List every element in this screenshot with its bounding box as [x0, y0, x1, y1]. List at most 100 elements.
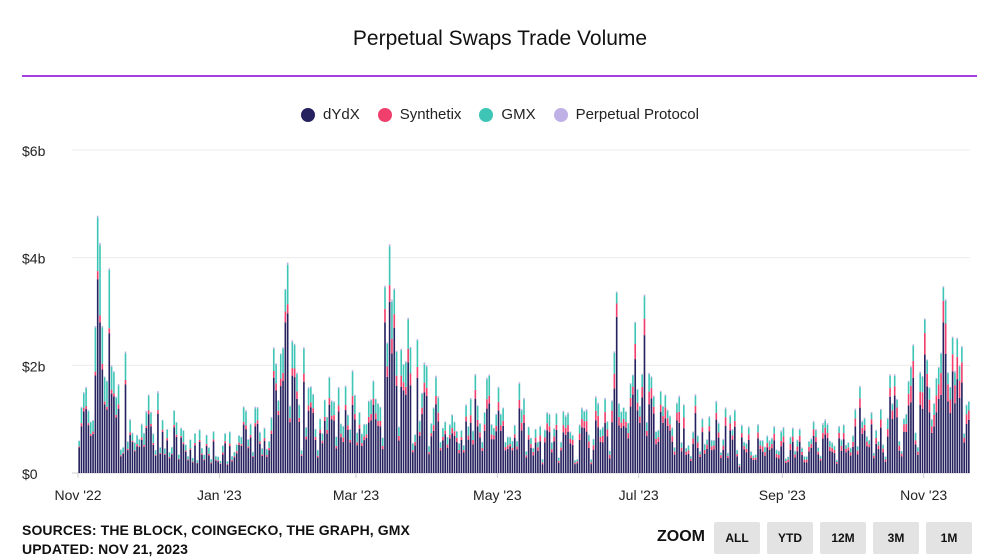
bar-segment: [358, 412, 361, 425]
bar-segment: [296, 391, 298, 399]
bar-segment: [678, 395, 681, 398]
bar-segment: [171, 453, 173, 455]
bar-segment: [476, 405, 479, 407]
bar-segment: [835, 463, 838, 473]
bar-segment: [140, 424, 143, 438]
bar-segment: [300, 455, 303, 473]
bar-segment: [460, 430, 463, 431]
bar-segment: [330, 401, 333, 416]
bar-segment: [326, 417, 328, 430]
bar-segment: [395, 375, 398, 386]
bar-segment: [935, 412, 938, 473]
bar-segment: [963, 437, 966, 443]
bar-segment: [581, 409, 583, 419]
bar-segment: [588, 447, 590, 473]
bar-segment: [692, 438, 694, 444]
zoom-1m-button[interactable]: 1M: [926, 522, 972, 554]
bar-segment: [666, 411, 669, 419]
bar-segment: [409, 346, 412, 348]
bar-segment: [113, 372, 115, 394]
bar-segment: [198, 441, 201, 473]
bar-segment: [951, 354, 954, 372]
bar-segment: [907, 380, 910, 382]
bar-segment: [328, 404, 331, 473]
bar-segment: [965, 404, 968, 406]
bar-segment: [282, 348, 284, 373]
bar-segment: [266, 448, 268, 450]
bar-segment: [840, 440, 843, 446]
bar-segment: [789, 449, 792, 473]
bar-segment: [266, 449, 268, 456]
bar-segment: [937, 384, 940, 400]
zoom-all-button[interactable]: ALL: [714, 522, 760, 554]
bar-segment: [949, 386, 952, 388]
legend-item-gmx[interactable]: GMX: [479, 106, 536, 123]
bar-segment: [219, 463, 222, 464]
bar-segment: [240, 437, 243, 445]
bar-segment: [597, 427, 599, 473]
bar-segment: [384, 287, 386, 309]
legend-item-synthetix[interactable]: Synthetix: [377, 106, 461, 123]
bar-segment: [782, 428, 785, 437]
zoom-3m-button[interactable]: 3M: [873, 522, 919, 554]
bar-segment: [293, 345, 296, 369]
bar-segment: [539, 426, 542, 436]
bar-segment: [103, 404, 106, 473]
bar-segment: [905, 432, 908, 473]
bar-segment: [377, 404, 379, 422]
bar-segment: [829, 441, 831, 447]
bar-segment: [530, 437, 532, 439]
bar-segment: [611, 422, 613, 473]
bar-segment: [402, 363, 405, 365]
bar-segment: [235, 444, 238, 452]
bar-segment: [249, 424, 252, 436]
bar-segment: [506, 448, 509, 473]
bar-segment: [316, 455, 319, 458]
bar-segment: [757, 432, 759, 439]
bar-segment: [268, 441, 270, 442]
bar-segment: [805, 459, 808, 463]
bar-segment: [564, 427, 567, 435]
bar-segment: [215, 459, 217, 461]
bar-segment: [727, 455, 729, 458]
bar-segment: [791, 428, 794, 437]
bar-segment: [523, 397, 525, 400]
bar-segment: [425, 365, 428, 367]
bar-segment: [168, 458, 171, 473]
bar-segment: [182, 444, 185, 473]
bar-segment: [724, 408, 727, 418]
bar-segment: [754, 459, 757, 473]
bar-segment: [122, 453, 124, 473]
bar-segment: [335, 437, 338, 447]
bar-segment: [94, 371, 97, 376]
bar-segment: [321, 433, 324, 434]
legend-item-dydx[interactable]: dYdX: [301, 106, 360, 123]
legend-label-perpetual-protocol: Perpetual Protocol: [575, 106, 699, 123]
bar-segment: [935, 395, 938, 413]
bar-segment: [191, 462, 194, 473]
bar-segment: [815, 430, 817, 438]
bar-segment: [365, 424, 368, 435]
bar-segment: [305, 439, 308, 473]
bar-segment: [228, 431, 231, 433]
legend-item-perpetual-protocol[interactable]: Perpetual Protocol: [553, 106, 699, 123]
bar-segment: [877, 445, 880, 450]
zoom-ytd-button[interactable]: YTD: [767, 522, 813, 554]
bar-segment: [627, 438, 630, 473]
bar-segment: [293, 377, 296, 473]
bar-segment: [242, 424, 245, 473]
bar-segment: [921, 375, 924, 378]
bar-segment: [110, 366, 113, 390]
bar-segment: [905, 414, 908, 424]
bar-segment: [903, 418, 905, 420]
bar-segment: [539, 441, 542, 473]
bar-segment: [687, 445, 690, 446]
bar-segment: [592, 439, 595, 446]
bar-segment: [286, 264, 289, 305]
bar-segment: [706, 448, 708, 473]
bar-segment: [479, 423, 481, 433]
bar-segment: [866, 441, 868, 447]
bar-segment: [219, 460, 222, 464]
zoom-12m-button[interactable]: 12M: [820, 522, 866, 554]
bar-segment: [768, 441, 771, 447]
